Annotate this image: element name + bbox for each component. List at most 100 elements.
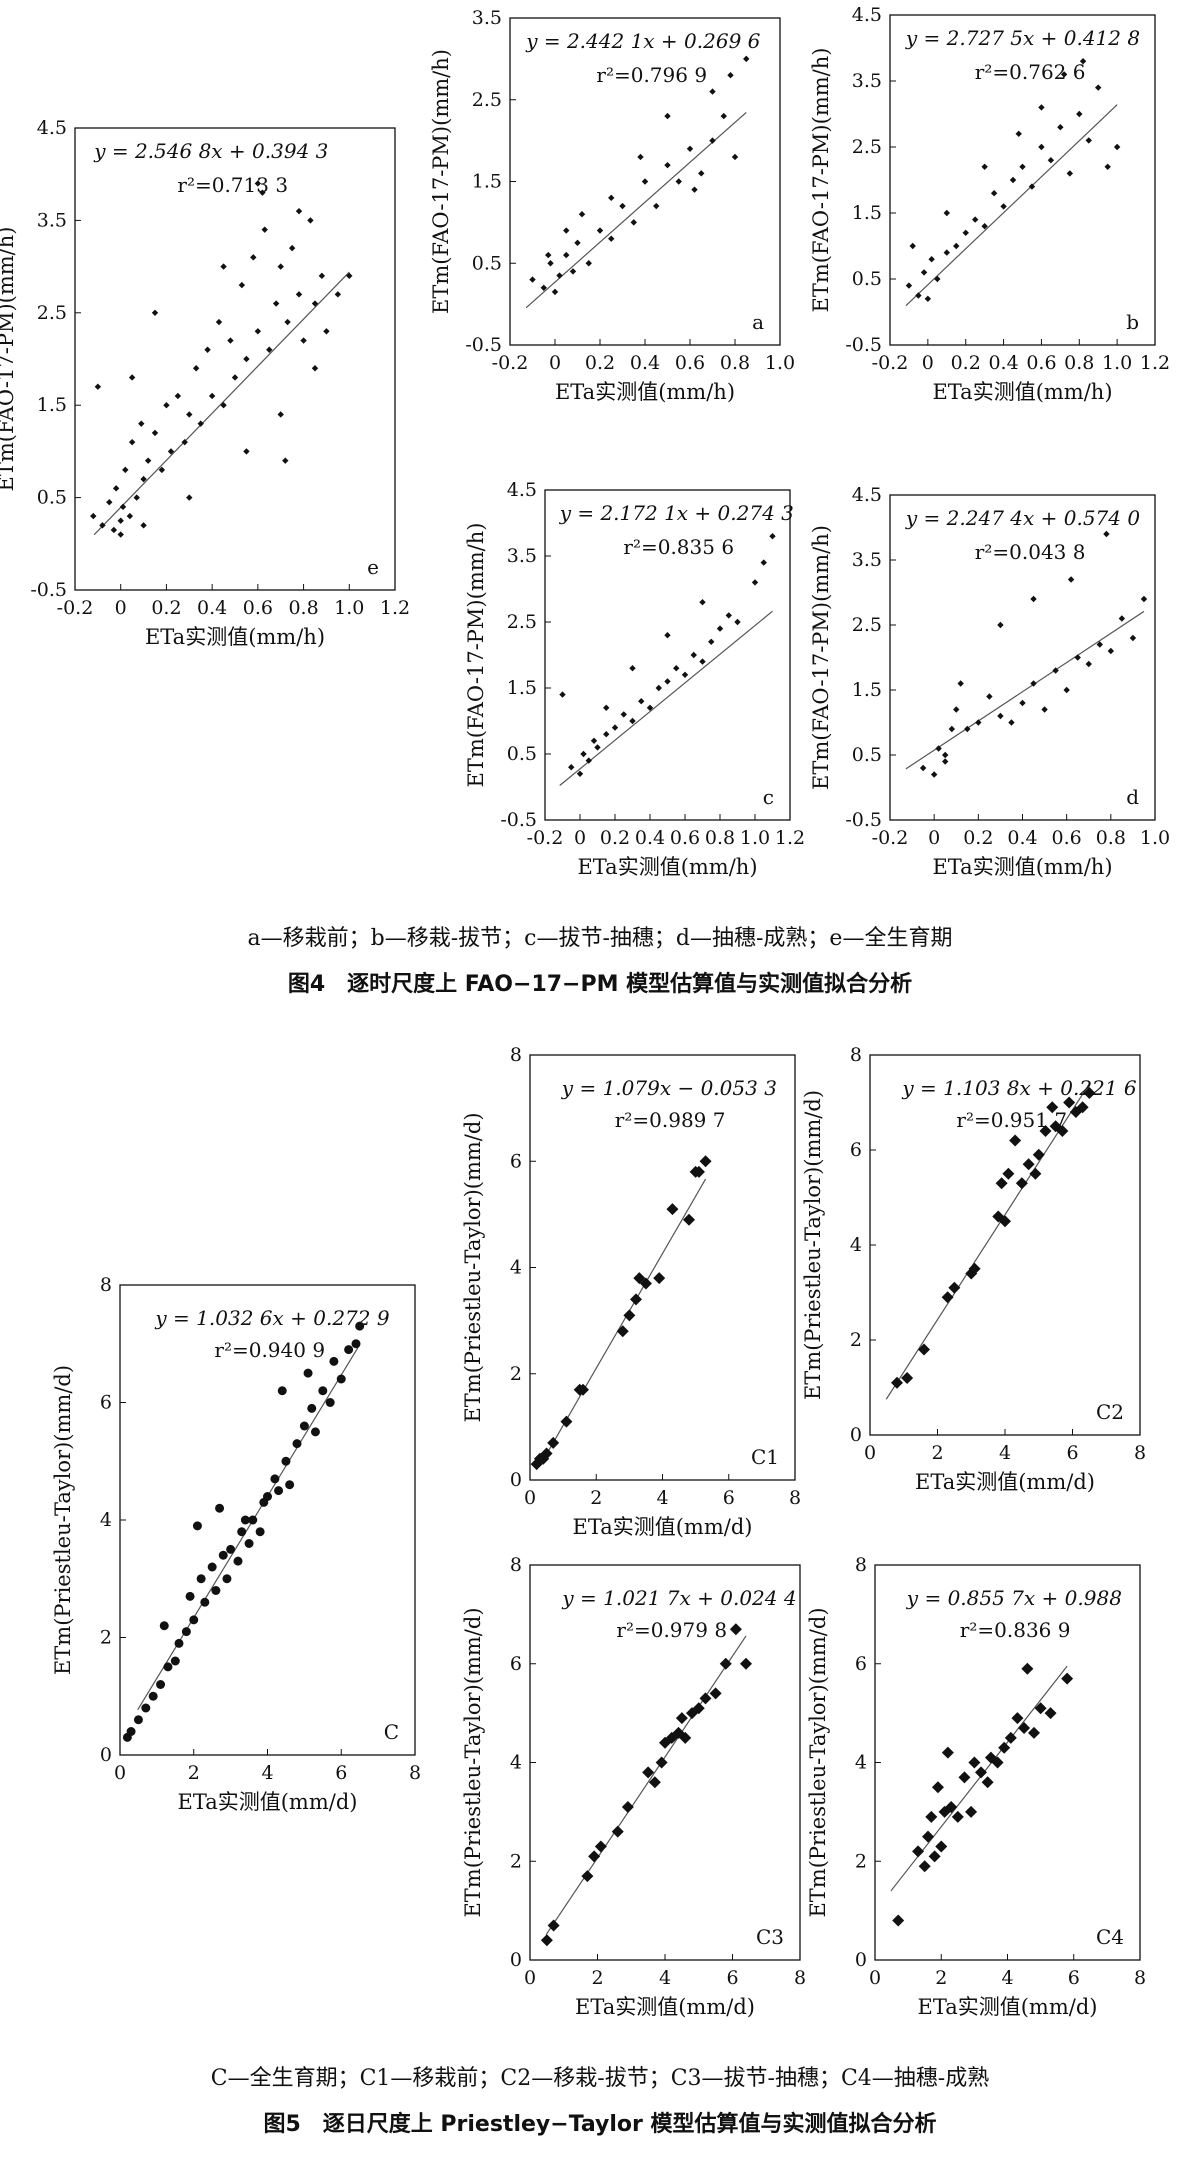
data-point	[653, 1272, 666, 1285]
data-point	[1019, 163, 1026, 170]
data-point	[698, 170, 705, 177]
x-axis-label: ETa实测值(mm/d)	[178, 1790, 358, 1814]
data-point	[719, 1657, 732, 1670]
data-point	[119, 503, 127, 511]
y-tick-label: 3.5	[852, 549, 882, 571]
data-point	[1030, 595, 1037, 603]
data-point	[122, 466, 129, 474]
x-tick-label: 8	[1134, 1967, 1146, 1989]
fit-equation: y = 1.079x − 0.053 3	[561, 1076, 777, 1100]
regression-line	[905, 610, 1145, 770]
data-point	[720, 112, 727, 120]
data-point	[675, 178, 682, 185]
data-point	[250, 254, 257, 261]
data-point	[891, 1376, 903, 1389]
data-point	[1021, 1662, 1034, 1675]
data-point	[163, 1662, 173, 1672]
fit-r-squared: r²=0.762 6	[975, 60, 1086, 84]
regression-line	[559, 610, 773, 786]
data-point	[540, 284, 547, 291]
data-point	[237, 1527, 247, 1537]
data-point	[1009, 176, 1017, 184]
figure5-caption: 图5 逐日尺度上 Priestley−Taylor 模型估算值与实测值拟合分析	[263, 2112, 937, 2137]
data-point	[588, 1850, 601, 1863]
x-axis-label: ETa实测值(mm/h)	[145, 625, 325, 649]
data-point	[603, 704, 610, 711]
data-point	[935, 745, 942, 752]
data-point	[709, 137, 716, 144]
data-point	[998, 1741, 1011, 1754]
data-point	[156, 1680, 166, 1689]
data-point	[243, 355, 250, 363]
data-point	[140, 522, 147, 529]
data-point	[968, 1756, 981, 1769]
data-point	[981, 1776, 994, 1789]
x-tick-label: 1.0	[765, 352, 795, 374]
data-point	[619, 202, 626, 210]
y-tick-label: 4.5	[37, 117, 67, 139]
y-axis-label: ETm(Priestleu-Taylor)(mm/d)	[801, 1090, 825, 1400]
data-point	[608, 194, 615, 202]
x-tick-label: 0	[115, 597, 127, 619]
y-tick-label: 6	[100, 1392, 112, 1414]
data-point	[594, 744, 601, 751]
data-point	[117, 531, 124, 538]
data-point	[630, 219, 637, 226]
data-point	[981, 223, 988, 230]
data-point	[971, 216, 979, 223]
data-point	[126, 512, 134, 520]
data-point	[1066, 170, 1074, 177]
x-axis-label: ETa实测值(mm/d)	[915, 1470, 1095, 1494]
data-point	[94, 383, 102, 390]
data-point	[285, 1480, 295, 1490]
data-point	[529, 276, 536, 283]
x-tick-label: 1.0	[740, 827, 770, 849]
x-tick-label: 6	[1066, 1442, 1078, 1464]
data-point	[1107, 647, 1115, 655]
chart-panel-a: -0.2 0 0.2 0.4 0.6 0.8 1.0 -0.5 0.5 1.5 2.5 3.5 y = …	[429, 7, 795, 404]
x-tick-label: 8	[789, 1487, 801, 1509]
fit-equation: y = 2.546 8x + 0.394 3	[93, 139, 328, 163]
data-point	[288, 244, 296, 252]
figure5-sublabels: C—全生育期；C1—移栽前；C2—移栽-拔节；C3—拔节-抽穗；C4—抽穗-成熟	[210, 2066, 990, 2091]
data-point	[110, 526, 118, 534]
data-point	[1083, 1087, 1096, 1099]
data-point	[569, 268, 577, 275]
data-point	[1063, 686, 1070, 694]
data-point	[690, 651, 697, 659]
data-point	[655, 684, 662, 692]
x-tick-label: -0.2	[527, 827, 564, 849]
data-point	[1074, 654, 1081, 661]
plot-frame	[74, 127, 396, 591]
x-tick-label: 0.4	[988, 352, 1018, 374]
chart-panel-C1: 0 2 4 6 8 0 2 4 6 8 y = 1.079x − 0.053 3 r²=0.989 7…	[461, 1044, 801, 1539]
data-point	[576, 770, 584, 777]
data-point	[925, 1810, 938, 1823]
data-point	[1008, 719, 1015, 726]
data-point	[699, 1155, 712, 1168]
data-point	[1015, 130, 1022, 137]
y-tick-label: 0	[100, 1744, 112, 1766]
x-tick-label: 1.0	[1140, 827, 1170, 849]
data-point	[995, 1177, 1008, 1190]
data-point	[683, 1213, 695, 1226]
data-point	[243, 448, 250, 455]
data-point	[942, 758, 949, 765]
data-point	[975, 1766, 987, 1779]
data-point	[128, 374, 136, 381]
y-tick-label: 4	[855, 1752, 867, 1774]
y-tick-label: -0.5	[500, 809, 537, 831]
data-point	[231, 374, 239, 381]
y-axis-label: ETm(Priestleu-Taylor)(mm/d)	[806, 1607, 830, 1917]
x-tick-label: 0.8	[720, 352, 750, 374]
data-point	[186, 411, 193, 418]
y-tick-label: 3.5	[37, 209, 67, 231]
data-point	[953, 242, 960, 250]
data-point	[277, 1386, 287, 1396]
y-tick-label: 0	[855, 1949, 867, 1971]
data-point	[140, 475, 147, 483]
data-point	[151, 429, 159, 437]
data-point	[734, 618, 741, 626]
data-point	[725, 612, 732, 619]
x-tick-label: 0.6	[675, 352, 705, 374]
